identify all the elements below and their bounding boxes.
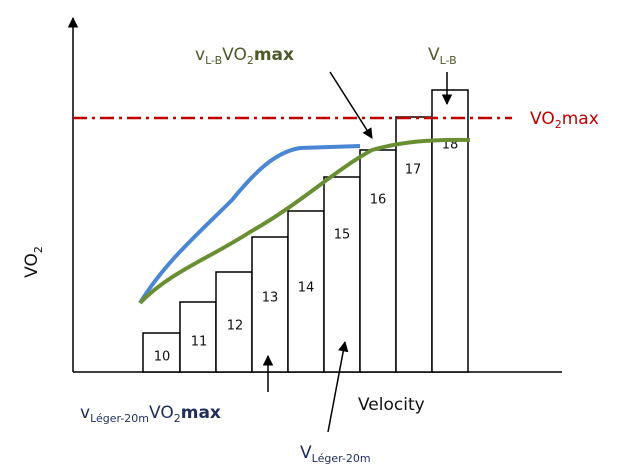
label-part: VO [149,403,174,423]
annotation: VLéger-20m [300,443,371,465]
green-curve [138,137,471,305]
label-sub: Léger-20m [312,452,371,465]
label-part: max [181,403,221,423]
label-part: V [428,45,440,65]
y-axis-label: VO2 [22,246,45,278]
label-part: VO [222,45,247,65]
annotation: VL-B [428,45,457,67]
label-sub: Léger-20m [90,412,149,425]
stage-label: 17 [405,163,422,178]
stage-bar [215,271,253,373]
label-part: VO [22,253,42,278]
blue-curve [138,144,361,305]
arrow [329,71,373,139]
label-part: V [300,443,312,463]
stage-label: 14 [298,281,315,296]
stages [142,89,469,373]
x-axis-label: Velocity [358,395,425,415]
label-sub: 2 [555,118,562,131]
label-sub: 2 [174,412,181,425]
annotation: vL-BVO2max [195,45,294,67]
stage-bar [323,176,361,373]
stage-label: 11 [191,335,208,350]
stage-label: 16 [370,193,387,208]
label-sub: 2 [247,54,254,67]
annotation: vLéger-20mVO2max [80,403,221,425]
stage-bar [431,89,469,373]
label-sub: L-B [205,54,222,67]
stage-label: 15 [334,228,351,243]
stage-bar [359,149,397,373]
label-part: v [195,45,205,65]
label-part: v [80,403,90,423]
label-sub: 2 [32,246,45,253]
stage-bar [395,116,433,373]
stage-bar [251,236,289,373]
label-part: max [254,45,294,65]
stage-label: 13 [262,291,279,306]
label-part: max [562,109,599,129]
stage-label: 10 [154,350,171,365]
label-part: VO [530,109,555,129]
stage-label: 12 [227,319,244,334]
label-sub: L-B [440,54,457,67]
vo2max-label: VO2max [530,109,599,131]
arrow [327,340,349,433]
